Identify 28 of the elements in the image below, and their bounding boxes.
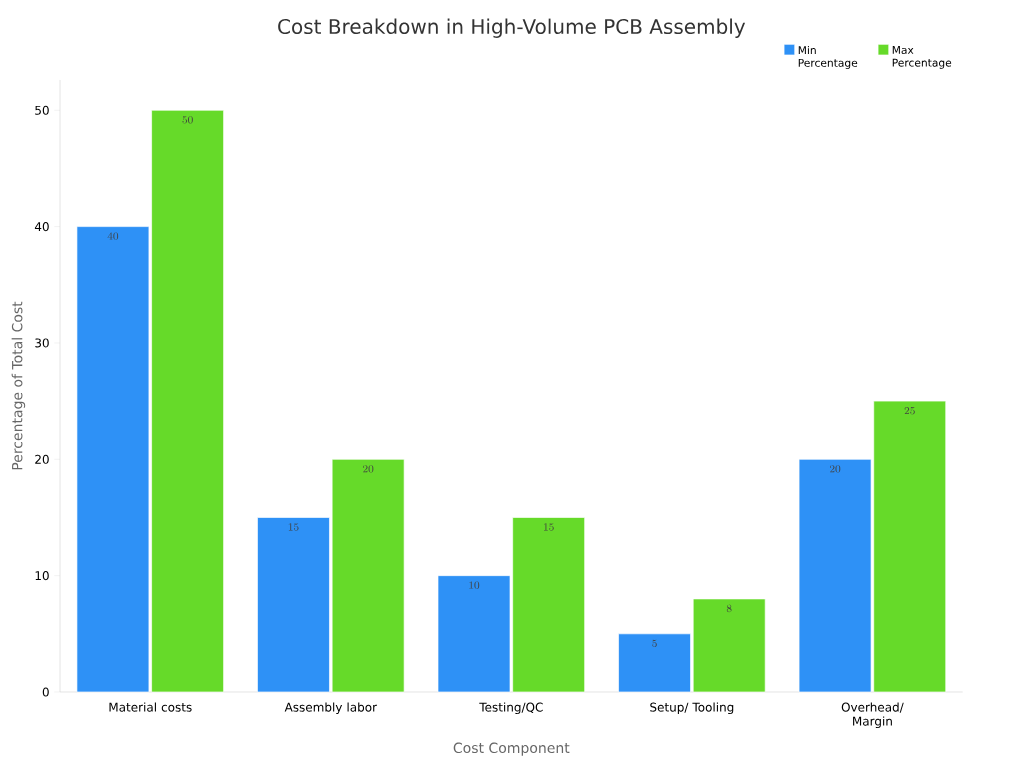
legend-label: Max Percentage [892, 46, 952, 69]
y-tick-label: 50 [35, 105, 49, 115]
legend-label: Min Percentage [798, 45, 858, 69]
data-label: 20 [363, 465, 374, 473]
x-tick-label: Material costs [109, 702, 192, 712]
x-tick-label: Testing/QC [479, 702, 543, 715]
chart-title: Cost Breakdown in High-Volume PCB Assembly [278, 18, 746, 38]
bar [692, 598, 766, 693]
data-label: 8 [726, 604, 732, 613]
y-tick-label: 30 [35, 338, 49, 348]
y-axis-title: Percentage of Total Cost [11, 301, 26, 470]
y-tick-label: 0 [42, 687, 49, 697]
data-label: 15 [544, 523, 554, 531]
x-tick-label: Overhead/ Margin [841, 702, 904, 729]
data-label: 50 [182, 116, 193, 124]
data-label: 5 [652, 639, 657, 648]
bar [618, 633, 691, 693]
y-tick-label: 20 [35, 454, 49, 464]
data-label: 15 [288, 523, 299, 531]
x-tick-label: Setup/ Tooling [650, 702, 734, 715]
x-tick-label: Assembly labor [284, 702, 378, 715]
data-label: 25 [904, 407, 915, 415]
y-tick-label: 10 [35, 571, 49, 581]
x-axis-title: Cost Component [453, 742, 570, 756]
data-label: 10 [469, 581, 480, 589]
data-label: 20 [829, 465, 841, 473]
y-tick-label: 40 [34, 222, 49, 232]
data-label: 40 [107, 232, 119, 240]
